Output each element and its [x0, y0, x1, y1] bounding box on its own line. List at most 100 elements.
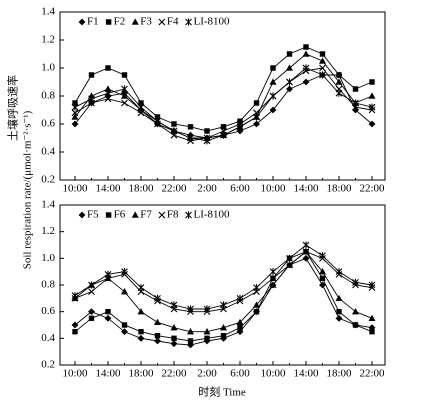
data-point: [302, 241, 310, 249]
data-point: [286, 78, 293, 86]
data-point: [203, 137, 211, 145]
data-point: [71, 321, 79, 329]
legend-marker: [185, 211, 192, 219]
data-point: [302, 50, 310, 57]
x-tick-label: 22:00: [161, 368, 187, 380]
y-tick-label: 0.6: [41, 118, 55, 130]
legend-label: F7: [140, 209, 152, 221]
x-tick-label: 18:00: [326, 368, 352, 380]
x-tick-label: 18:00: [128, 368, 154, 380]
data-point: [219, 324, 228, 331]
legend-label: F4: [167, 16, 179, 28]
data-point: [269, 268, 277, 276]
data-point: [286, 85, 293, 93]
x-tick-label: 10:00: [260, 368, 286, 380]
data-point: [252, 301, 261, 308]
data-point: [285, 64, 294, 71]
data-point: [138, 328, 144, 335]
x-tick-label: 22:00: [161, 183, 187, 195]
legend-label: F6: [114, 209, 126, 221]
data-point: [335, 294, 343, 302]
data-point: [253, 120, 260, 128]
data-point: [137, 103, 145, 111]
data-point: [170, 301, 178, 309]
series-line: [74, 67, 373, 142]
legend-marker: [158, 211, 166, 219]
data-point: [269, 274, 277, 282]
legend-label: LI-8100: [194, 16, 231, 28]
data-point: [253, 284, 260, 292]
data-point: [319, 275, 326, 282]
data-point: [220, 124, 227, 130]
data-point: [336, 308, 342, 315]
legend-label: LI-8100: [194, 209, 231, 221]
data-point: [88, 315, 95, 322]
data-point: [352, 278, 359, 286]
data-point: [72, 328, 78, 335]
x-tick-label: 6:00: [230, 368, 250, 380]
data-point: [88, 95, 95, 103]
data-point: [269, 92, 277, 100]
data-point: [253, 100, 260, 106]
data-point: [318, 268, 327, 275]
data-point: [269, 106, 277, 114]
data-point: [319, 51, 326, 57]
x-tick-label: 10:00: [260, 183, 286, 195]
data-point: [335, 314, 343, 322]
data-point: [170, 127, 178, 135]
data-point: [71, 103, 79, 111]
data-point: [351, 308, 360, 315]
legend-marker: [78, 18, 86, 26]
data-point: [237, 324, 243, 331]
data-point: [137, 109, 145, 117]
y-tick-label: 1.0: [41, 252, 55, 264]
y-tick-label: 0.8: [41, 90, 55, 102]
legend-label: F3: [140, 16, 152, 28]
y-axis-label: Soil respiration rate/(μmol·m⁻²·s⁻¹): [22, 110, 34, 269]
data-point: [269, 281, 277, 288]
data-point: [187, 338, 194, 344]
data-point: [104, 89, 112, 97]
data-point: [120, 288, 129, 295]
data-point: [88, 72, 95, 78]
x-tick-label: 2:00: [197, 368, 217, 380]
x-tick-label: 2:00: [197, 183, 217, 195]
data-point: [220, 301, 227, 309]
data-point: [369, 79, 375, 85]
data-point: [302, 64, 310, 72]
data-point: [71, 113, 79, 120]
data-point: [335, 268, 343, 276]
data-point: [120, 92, 129, 99]
data-point: [71, 292, 79, 300]
data-point: [318, 57, 327, 64]
data-point: [286, 51, 293, 57]
data-point: [187, 305, 194, 313]
legend-marker: [131, 18, 139, 25]
data-point: [137, 334, 145, 342]
data-point: [137, 284, 145, 292]
data-point: [121, 85, 128, 93]
data-point: [302, 248, 310, 256]
data-point: [368, 120, 376, 128]
x-tick-label: 10:00: [62, 183, 88, 195]
data-point: [352, 322, 359, 328]
legend-marker: [78, 211, 86, 219]
y-tick-label: 0.4: [41, 332, 55, 344]
data-point: [105, 308, 111, 315]
data-point: [220, 332, 227, 339]
legend-marker: [185, 18, 192, 26]
data-point: [236, 318, 244, 326]
data-point: [270, 65, 276, 71]
y-tick-label: 0.2: [41, 174, 55, 186]
data-point: [352, 99, 359, 107]
y-tick-label: 1.4: [41, 199, 55, 211]
y-tick-label: 1.0: [41, 62, 55, 74]
data-point: [171, 121, 177, 127]
y-tick-label: 1.4: [41, 6, 55, 18]
data-point: [187, 124, 194, 130]
data-point: [71, 109, 79, 117]
data-point: [186, 328, 195, 335]
y-tick-label: 0.2: [41, 359, 55, 371]
x-axis-label: 时刻 Time: [198, 385, 246, 399]
data-point: [88, 281, 95, 289]
